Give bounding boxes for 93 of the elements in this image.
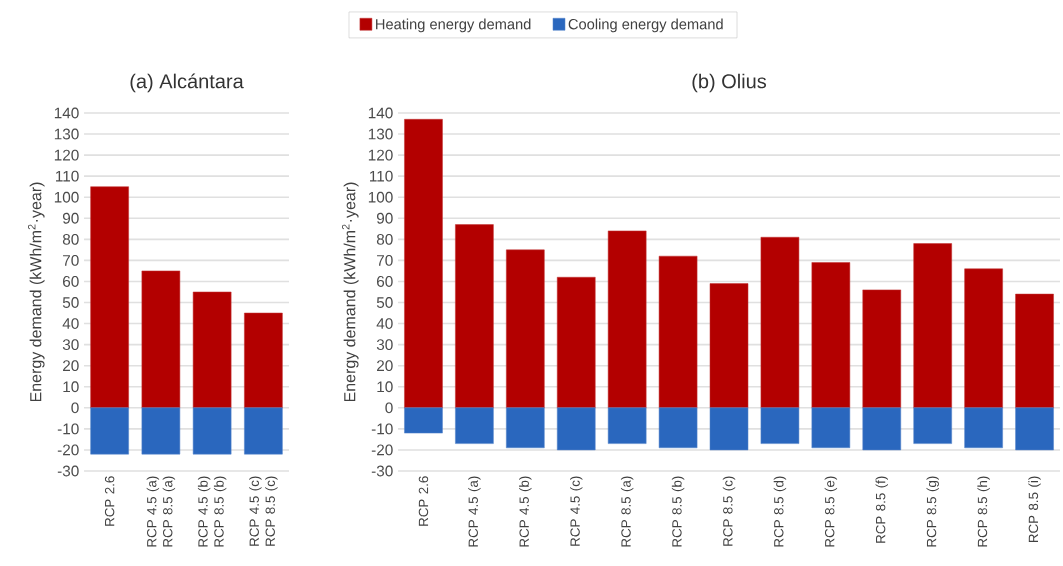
- bar: [709, 407, 749, 451]
- y-tick-label: -30: [371, 465, 393, 477]
- legend-label: Heating energy demand: [376, 18, 531, 33]
- bar: [141, 270, 181, 409]
- bar: [90, 407, 129, 455]
- bar: [658, 407, 698, 449]
- x-tick-label: RCP 8.5 (f): [875, 476, 888, 543]
- bar: [404, 407, 443, 434]
- y-tick-label: 80: [62, 233, 79, 245]
- chart-title: (a) Alcántara: [130, 73, 244, 93]
- x-tick-label: RCP 4.5 (a): [468, 476, 481, 547]
- bar: [862, 289, 902, 409]
- y-tick-label: 90: [62, 212, 79, 224]
- y-tick-label: 50: [376, 297, 393, 308]
- bar: [1015, 407, 1054, 451]
- bar: [455, 407, 494, 444]
- y-tick-label: 140: [368, 107, 393, 119]
- y-tick-label: -30: [57, 465, 79, 477]
- x-tick-label: RCP 4.5 (c) RCP 8.5 (c): [249, 476, 278, 546]
- y-tick-label: 20: [377, 360, 393, 372]
- bar: [811, 262, 851, 409]
- bar: [506, 407, 545, 449]
- x-tick-label: RCP 8.5 (i): [1028, 476, 1041, 543]
- y-tick-label: 30: [62, 339, 79, 351]
- y-tick-label: 90: [376, 212, 393, 224]
- bar: [244, 407, 283, 455]
- x-tick-label: RCP 4.5 (b) RCP 8.5 (b): [197, 476, 227, 547]
- bar: [244, 312, 283, 409]
- y-tick-label: -10: [371, 423, 393, 435]
- bar: [1015, 293, 1054, 409]
- y-tick-label: 80: [376, 233, 393, 245]
- x-tick-label: RCP 8.5 (e): [824, 476, 838, 547]
- y-tick-label: 70: [377, 254, 393, 266]
- bar: [455, 224, 494, 409]
- bar: [556, 276, 596, 409]
- y-tick-label: 50: [62, 297, 79, 308]
- y-tick-label: 60: [377, 276, 393, 287]
- y-tick-label: 100: [54, 191, 79, 203]
- x-tick-label: RCP 8.5 (g): [926, 476, 939, 547]
- y-axis-title: Energy demand (kWh/m$^{2}$·year): [341, 182, 359, 402]
- y-tick-label: 140: [54, 107, 79, 119]
- x-tick-label: RCP 4.5 (a) RCP 8.5 (a): [146, 476, 176, 547]
- bar: [913, 407, 952, 444]
- bar: [556, 407, 596, 451]
- bar: [192, 407, 232, 455]
- y-tick-label: 10: [377, 381, 393, 393]
- bar: [760, 236, 800, 409]
- x-tick-label: RCP 2.6: [418, 476, 429, 526]
- y-tick-label: 100: [368, 191, 393, 203]
- y-tick-label: 70: [63, 254, 79, 266]
- x-tick-label: RCP 8.5 (h): [977, 476, 990, 547]
- x-tick-label: RCP 8.5 (d): [773, 476, 787, 547]
- y-tick-label: 130: [54, 128, 79, 140]
- bar: [141, 407, 181, 455]
- bar: [760, 407, 800, 444]
- bar: [658, 255, 698, 409]
- y-tick-label: 60: [63, 276, 79, 287]
- y-tick-label: -20: [371, 444, 393, 456]
- bar: [192, 291, 232, 409]
- x-tick-label: RCP 4.5 (b): [519, 476, 532, 547]
- x-tick-label: RCP 8.5 (c): [722, 476, 736, 546]
- y-tick-label: 30: [376, 339, 393, 351]
- bar: [964, 268, 1003, 409]
- bar: [964, 407, 1003, 449]
- y-tick-label: 120: [368, 149, 393, 161]
- x-tick-label: RCP 8.5 (b): [671, 476, 685, 547]
- x-tick-label: RCP 4.5 (c): [570, 476, 583, 546]
- y-tick-label: 0: [71, 402, 79, 414]
- y-tick-label: 0: [385, 402, 393, 414]
- y-tick-label: 10: [63, 381, 79, 393]
- bar: [913, 243, 952, 409]
- x-tick-label: RCP 2.6: [104, 476, 115, 526]
- y-tick-label: 110: [370, 170, 393, 182]
- bar: [90, 186, 129, 409]
- legend-label: Cooling energy demand: [568, 18, 723, 33]
- bar: [607, 230, 647, 409]
- bar: [811, 407, 851, 449]
- y-tick-label: 40: [376, 318, 393, 329]
- y-tick-label: -10: [57, 423, 79, 435]
- bar: [607, 407, 647, 444]
- bar: [506, 249, 545, 409]
- x-tick-label: RCP 8.5 (a): [620, 476, 634, 547]
- bar: [404, 119, 443, 409]
- y-tick-label: 40: [62, 318, 79, 329]
- y-tick-label: 20: [63, 360, 79, 372]
- bar: [709, 283, 749, 409]
- chart-title: (b) Olius: [692, 73, 767, 93]
- bar: [862, 407, 902, 451]
- y-axis-title: Energy demand (kWh/m$^{2}$·year): [27, 182, 45, 402]
- y-tick-label: 120: [54, 149, 79, 161]
- y-tick-label: 130: [368, 128, 393, 140]
- y-tick-label: 110: [56, 170, 79, 182]
- y-tick-label: -20: [57, 444, 79, 456]
